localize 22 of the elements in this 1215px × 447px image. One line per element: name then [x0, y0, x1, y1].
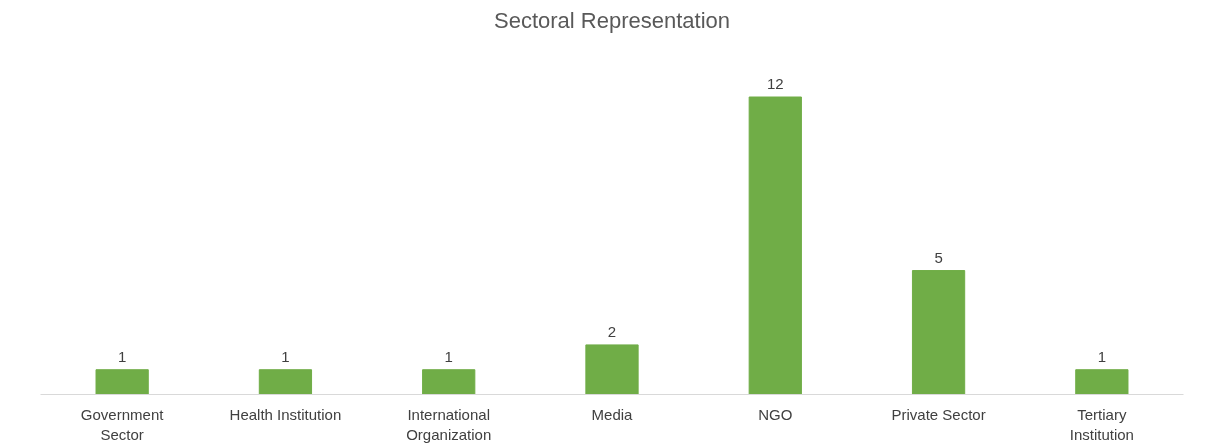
x-tick-label: NGO [758, 405, 793, 423]
bar [911, 270, 966, 395]
chart-title: Sectoral Representation [493, 7, 731, 33]
bar [1075, 369, 1129, 395]
data-label: 5 [934, 248, 943, 266]
x-tick-label: Private Sector [891, 405, 986, 423]
x-tick-label: International Organization [406, 405, 492, 443]
data-label: 1 [1097, 347, 1107, 365]
data-label: 1 [444, 347, 453, 365]
data-label: 1 [117, 347, 127, 365]
x-tick-label: Tertiary Institution [1069, 405, 1134, 443]
x-tick-label: Government Sector [80, 405, 165, 443]
x-tick-label: Media [591, 405, 634, 423]
data-label: 2 [607, 322, 617, 340]
bar [258, 369, 313, 395]
data-label: 12 [766, 75, 784, 92]
bar [422, 369, 476, 395]
x-tick-label: Health Institution [229, 405, 342, 423]
bar [748, 96, 802, 395]
bar [95, 369, 149, 395]
data-label: 1 [281, 347, 290, 365]
bar [585, 344, 639, 395]
